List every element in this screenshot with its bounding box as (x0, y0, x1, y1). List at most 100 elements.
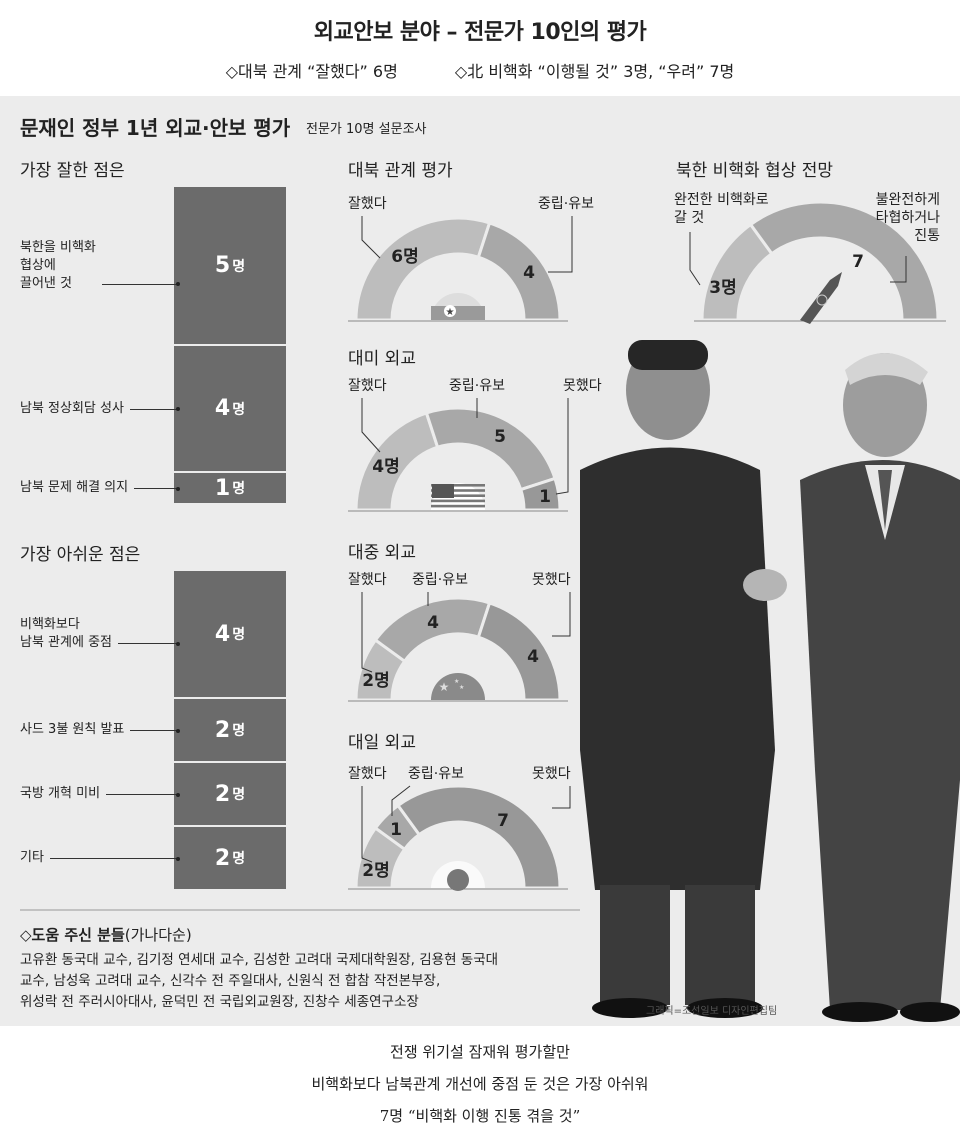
leader-dot (176, 728, 180, 733)
footer-summary: 전쟁 위기설 잠재워 평가할만 비핵화보다 남북관계 개선에 중점 둔 것은 가… (0, 1036, 960, 1132)
arc-category-label: 못했다 (532, 572, 571, 588)
advisors-order: (가나다순) (124, 926, 192, 944)
arc-value-label: 3명 (709, 278, 736, 298)
segment-value: 1 (214, 475, 231, 501)
segment-value: 2 (214, 717, 231, 743)
graphic-credit: 그래픽=조선일보 디자인편집팀 (646, 1006, 778, 1017)
leader-line (391, 785, 411, 816)
leader-line (555, 398, 569, 495)
arc-segment (476, 601, 562, 702)
leader-line (101, 283, 178, 285)
china-flag-icon: ★ ★★ (431, 673, 485, 700)
arc-category-label: 못했다 (532, 766, 571, 782)
svg-text:★: ★ (459, 684, 464, 691)
missile-icon (800, 272, 842, 324)
leader-line (548, 216, 573, 273)
leader-dot (176, 641, 180, 646)
north-korea-flag-icon: ★ (431, 293, 485, 320)
arc-value-label: 6명 (391, 247, 418, 267)
us-flag-icon (431, 483, 485, 510)
denuclearization-outlook-title: 북한 비핵화 협상 전망 (676, 161, 833, 181)
segment-category: 기타 (20, 850, 44, 865)
leader-line (130, 730, 178, 731)
arc-segment (424, 406, 557, 492)
segment-unit: 명 (232, 723, 246, 739)
svg-text:★: ★ (454, 678, 459, 685)
segment-unit: 명 (232, 787, 246, 803)
japan-flag-icon (431, 861, 485, 891)
arc-value-label: 7 (497, 811, 509, 831)
japan-diplomacy-title: 대일 외교 (348, 733, 416, 753)
leader-line (552, 786, 571, 809)
leader-line (134, 488, 178, 489)
segment-category: 국방 개혁 미비 (20, 786, 101, 801)
subheadline-1: ◇대북 관계 “잘했다” 6명 (225, 62, 398, 81)
arc-segment (476, 221, 562, 322)
arc-category-label: 잘했다 (348, 196, 387, 212)
worst-points-title: 가장 아쉬운 점은 (20, 545, 141, 565)
arc-category-label: 갈 것 (674, 210, 704, 226)
leader-line (361, 398, 381, 453)
segment-category: 북한을 비핵화 협상에 끌어낸 것 (20, 239, 96, 291)
arc-category-label: 불완전하게 (876, 192, 940, 208)
leader-line (689, 232, 701, 286)
subheadline: ◇대북 관계 “잘했다” 6명 ◇北 비핵화 “이행될 것” 3명, “우려” … (0, 58, 960, 82)
segment-category: 사드 3불 원칙 발표 (20, 722, 125, 737)
segment-value: 2 (214, 781, 231, 807)
arc-category-label: 완전한 비핵화로 (674, 192, 769, 208)
arc-category-label: 잘했다 (348, 766, 387, 782)
arc-segment (748, 200, 940, 322)
panel-subtitle: 전문가 10명 설문조사 (306, 122, 427, 137)
segment-unit: 명 (232, 627, 246, 643)
svg-text:★: ★ (439, 680, 450, 694)
advisors-line: 교수, 남성욱 고려대 교수, 신각수 전 주일대사, 신원식 전 합참 작전본… (20, 973, 441, 989)
leader-line (49, 858, 178, 859)
segment-category: 남북 정상회담 성사 (20, 400, 124, 416)
arc-category-label: 진통 (914, 228, 940, 244)
arc-value-label: 4 (523, 263, 535, 283)
leader-line (361, 592, 373, 673)
advisors-title: ◇도움 주신 분들 (20, 926, 125, 944)
best-points-title: 가장 잘한 점은 (20, 161, 125, 181)
segment-value: 4 (214, 621, 231, 647)
nk-relations-title: 대북 관계 평가 (348, 161, 453, 181)
arc-category-label: 못했다 (563, 378, 602, 394)
arc-segment (518, 476, 562, 512)
arc-value-label: 2명 (362, 861, 389, 881)
segment-value: 4 (214, 396, 231, 421)
arc-value-label: 4 (427, 613, 439, 633)
arc-value-label: 2명 (362, 671, 389, 691)
svg-text:★: ★ (446, 307, 455, 318)
arc-category-label: 중립·유보 (412, 572, 468, 588)
leader-line (552, 592, 571, 637)
leader-line (129, 408, 178, 410)
arc-value-label: 4명 (372, 457, 399, 477)
segment-unit: 명 (232, 401, 246, 418)
arc-category-label: 중립·유보 (449, 378, 505, 394)
leaders-photo (580, 340, 960, 1022)
arc-value-label: 4 (527, 647, 539, 667)
leader-dot (176, 407, 180, 411)
leader-dot (176, 856, 180, 861)
leader-line (361, 786, 373, 863)
leader-line (106, 794, 178, 795)
panel-title: 문재인 정부 1년 외교·안보 평가 (20, 116, 291, 140)
arc-category-label: 잘했다 (348, 378, 387, 394)
leader-line (361, 216, 381, 259)
segment-category: 남북 문제 해결 의지 (20, 480, 129, 495)
leader-line (118, 643, 178, 644)
advisors-line: 위성락 전 주러시아대사, 윤덕민 전 국립외교원장, 진창수 세종연구소장 (20, 994, 419, 1010)
segment-category: 비핵화보다 남북 관계에 중점 (20, 617, 112, 650)
headline: 외교안보 분야 – 전문가 10인의 평가 (313, 20, 647, 45)
segment-value: 5 (214, 253, 231, 278)
leader-dot (176, 792, 180, 797)
segment-unit: 명 (232, 481, 246, 497)
arc-category-label: 타협하거나 (876, 210, 941, 226)
leader-line (890, 256, 907, 283)
